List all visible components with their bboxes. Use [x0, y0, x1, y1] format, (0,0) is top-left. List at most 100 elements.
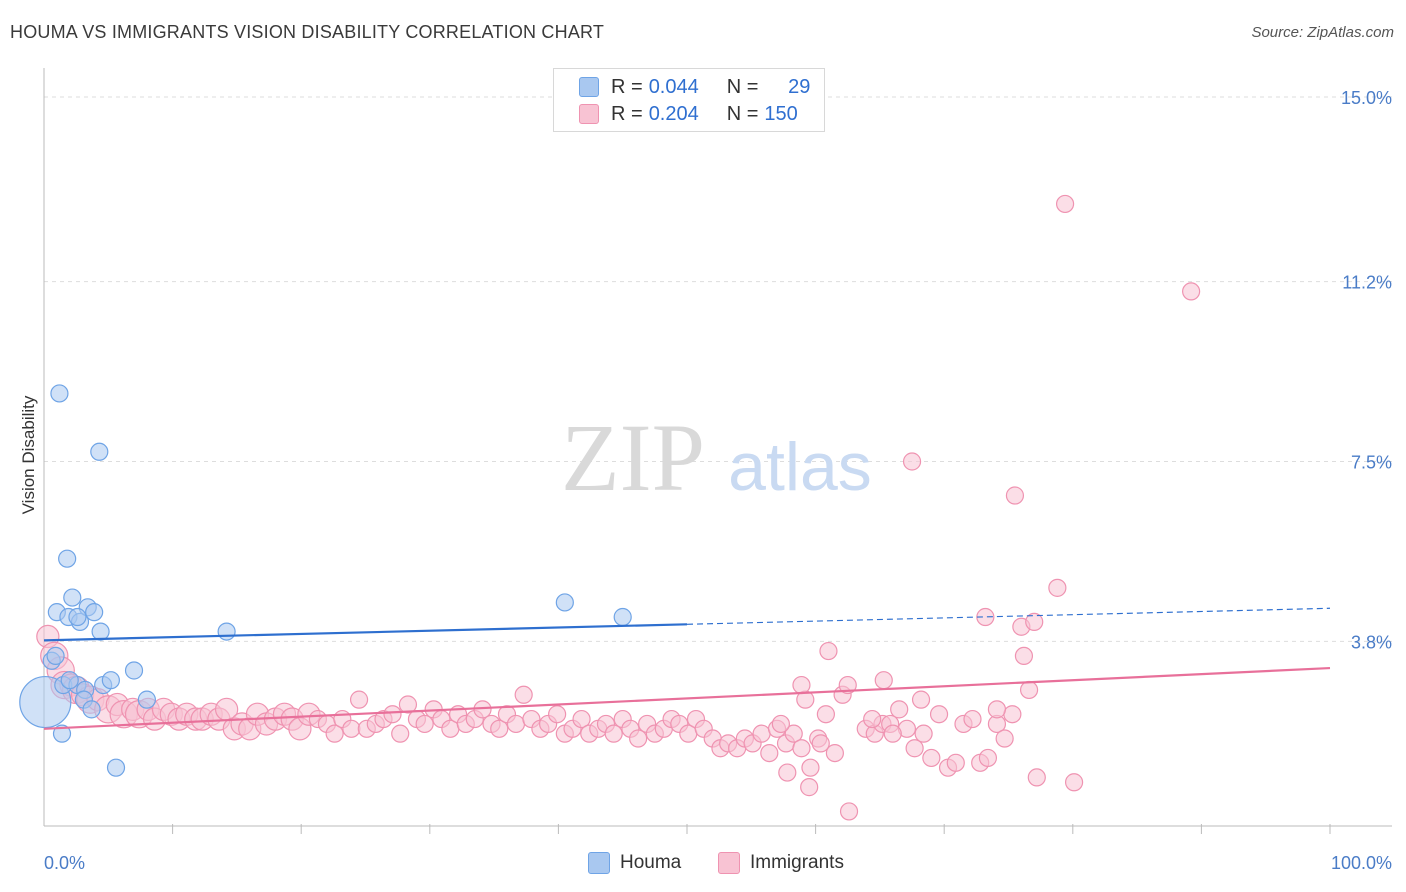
immigrants-point	[839, 802, 859, 821]
immigrants-point	[976, 607, 995, 627]
bottom-legend-immigrants: Immigrants	[718, 852, 844, 874]
immigrants-point	[383, 705, 402, 724]
immigrants-point	[811, 734, 830, 753]
immigrants-point	[325, 724, 344, 743]
y-tick-label: 7.5%	[1351, 453, 1392, 473]
source-label: Source: ZipAtlas.com	[1251, 24, 1394, 41]
immigrants-point	[963, 709, 982, 729]
n-value: 150	[764, 102, 798, 125]
houma-point	[68, 607, 87, 627]
houma-point	[46, 646, 65, 666]
immigrants-point	[752, 724, 771, 743]
immigrants-point	[863, 709, 882, 729]
houma-point	[137, 690, 156, 709]
watermark-zip: ZIP	[561, 404, 705, 511]
houma-point	[90, 442, 109, 461]
immigrants-point	[342, 719, 361, 738]
chart-title: HOUMA VS IMMIGRANTS VISION DISABILITY CO…	[10, 22, 605, 42]
immigrants-point	[604, 724, 623, 743]
houma-points	[19, 384, 632, 777]
immigrants-point	[905, 739, 924, 758]
immigrants-point	[778, 763, 797, 782]
immigrants-point	[911, 690, 931, 709]
houma-point	[52, 724, 72, 743]
tick-labels: 3.8% 7.5% 11.2% 15.0% 0.0% 100.0%	[44, 88, 1392, 873]
immigrants-point	[883, 724, 902, 743]
y-tick-label: 3.8%	[1351, 632, 1392, 652]
houma-point	[555, 593, 574, 612]
immigrants-point	[506, 714, 526, 734]
immigrants-point	[978, 748, 998, 768]
y-tick-label: 15.0%	[1341, 88, 1392, 108]
immigrants-swatch	[579, 104, 599, 124]
immigrants-point	[838, 675, 857, 695]
immigrants-point	[1014, 646, 1034, 666]
immigrants-point	[801, 758, 820, 777]
immigrants-point	[929, 705, 949, 724]
houma-swatch	[588, 852, 610, 874]
y-tick-label: 11.2%	[1342, 273, 1392, 293]
watermark: ZIP atlas	[561, 404, 872, 511]
immigrants-point	[914, 724, 933, 743]
houma-point	[101, 671, 120, 690]
immigrants-point	[1055, 194, 1075, 214]
immigrants-point	[922, 748, 941, 768]
houma-label: Houma	[620, 852, 682, 873]
immigrants-point	[1025, 612, 1044, 631]
immigrants-point	[1182, 282, 1201, 301]
houma-point	[124, 661, 144, 680]
houma-point	[613, 607, 632, 627]
legend-row-immigrants: R = 0.204 N = 150	[579, 102, 804, 126]
immigrants-point	[792, 739, 811, 758]
immigrants-point	[514, 685, 533, 704]
immigrants-point	[874, 671, 893, 690]
immigrants-point	[946, 753, 965, 772]
legend-row-houma: R = 0.044 N = 29	[579, 75, 810, 99]
r-value: 0.204	[648, 102, 699, 125]
n-label: N =	[726, 75, 759, 98]
houma-point	[63, 588, 82, 607]
immigrants-trend-line	[43, 666, 1331, 730]
immigrants-point	[1027, 768, 1046, 787]
immigrants-point	[771, 714, 790, 734]
x-tick-label: 100.0%	[1331, 853, 1392, 873]
r-label: R =	[611, 75, 643, 98]
immigrants-point	[490, 719, 509, 738]
immigrants-point	[629, 729, 648, 748]
immigrants-point	[800, 778, 819, 797]
immigrants-point	[572, 709, 591, 729]
trend-lines	[43, 607, 1331, 730]
r-label: R =	[611, 102, 643, 125]
immigrants-point	[1048, 578, 1067, 597]
immigrants-point	[1064, 773, 1084, 792]
watermark-atlas: atlas	[728, 429, 872, 505]
immigrants-point	[1005, 486, 1025, 505]
houma-point	[85, 603, 104, 622]
houma-point	[91, 622, 110, 641]
bottom-legend-houma: Houma	[588, 852, 681, 874]
n-value: 29	[788, 75, 811, 98]
houma-swatch	[579, 77, 599, 97]
immigrants-point	[792, 675, 811, 695]
immigrants-point	[784, 724, 803, 743]
houma-trend-line	[43, 623, 688, 642]
immigrants-point	[398, 695, 418, 714]
immigrants-swatch	[718, 852, 740, 874]
bottom-legend: Houma Immigrants	[0, 852, 1406, 878]
legend: R = 0.044 N = 29 R = 0.204 N = 150	[553, 68, 825, 132]
immigrants-point	[987, 700, 1007, 719]
immigrants-point	[391, 724, 410, 743]
n-label: N =	[726, 102, 759, 125]
immigrants-point	[902, 452, 922, 471]
r-value: 0.044	[648, 75, 699, 98]
immigrants-point	[415, 714, 434, 734]
immigrants-point	[819, 641, 838, 661]
houma-point	[106, 758, 126, 777]
grid-lines	[44, 96, 1392, 642]
immigrants-point	[349, 690, 369, 709]
immigrants-point	[548, 705, 567, 724]
y-axis-label: Vision Disability	[19, 395, 38, 514]
immigrants-point	[816, 705, 835, 724]
houma-trend-extension	[686, 607, 1331, 625]
